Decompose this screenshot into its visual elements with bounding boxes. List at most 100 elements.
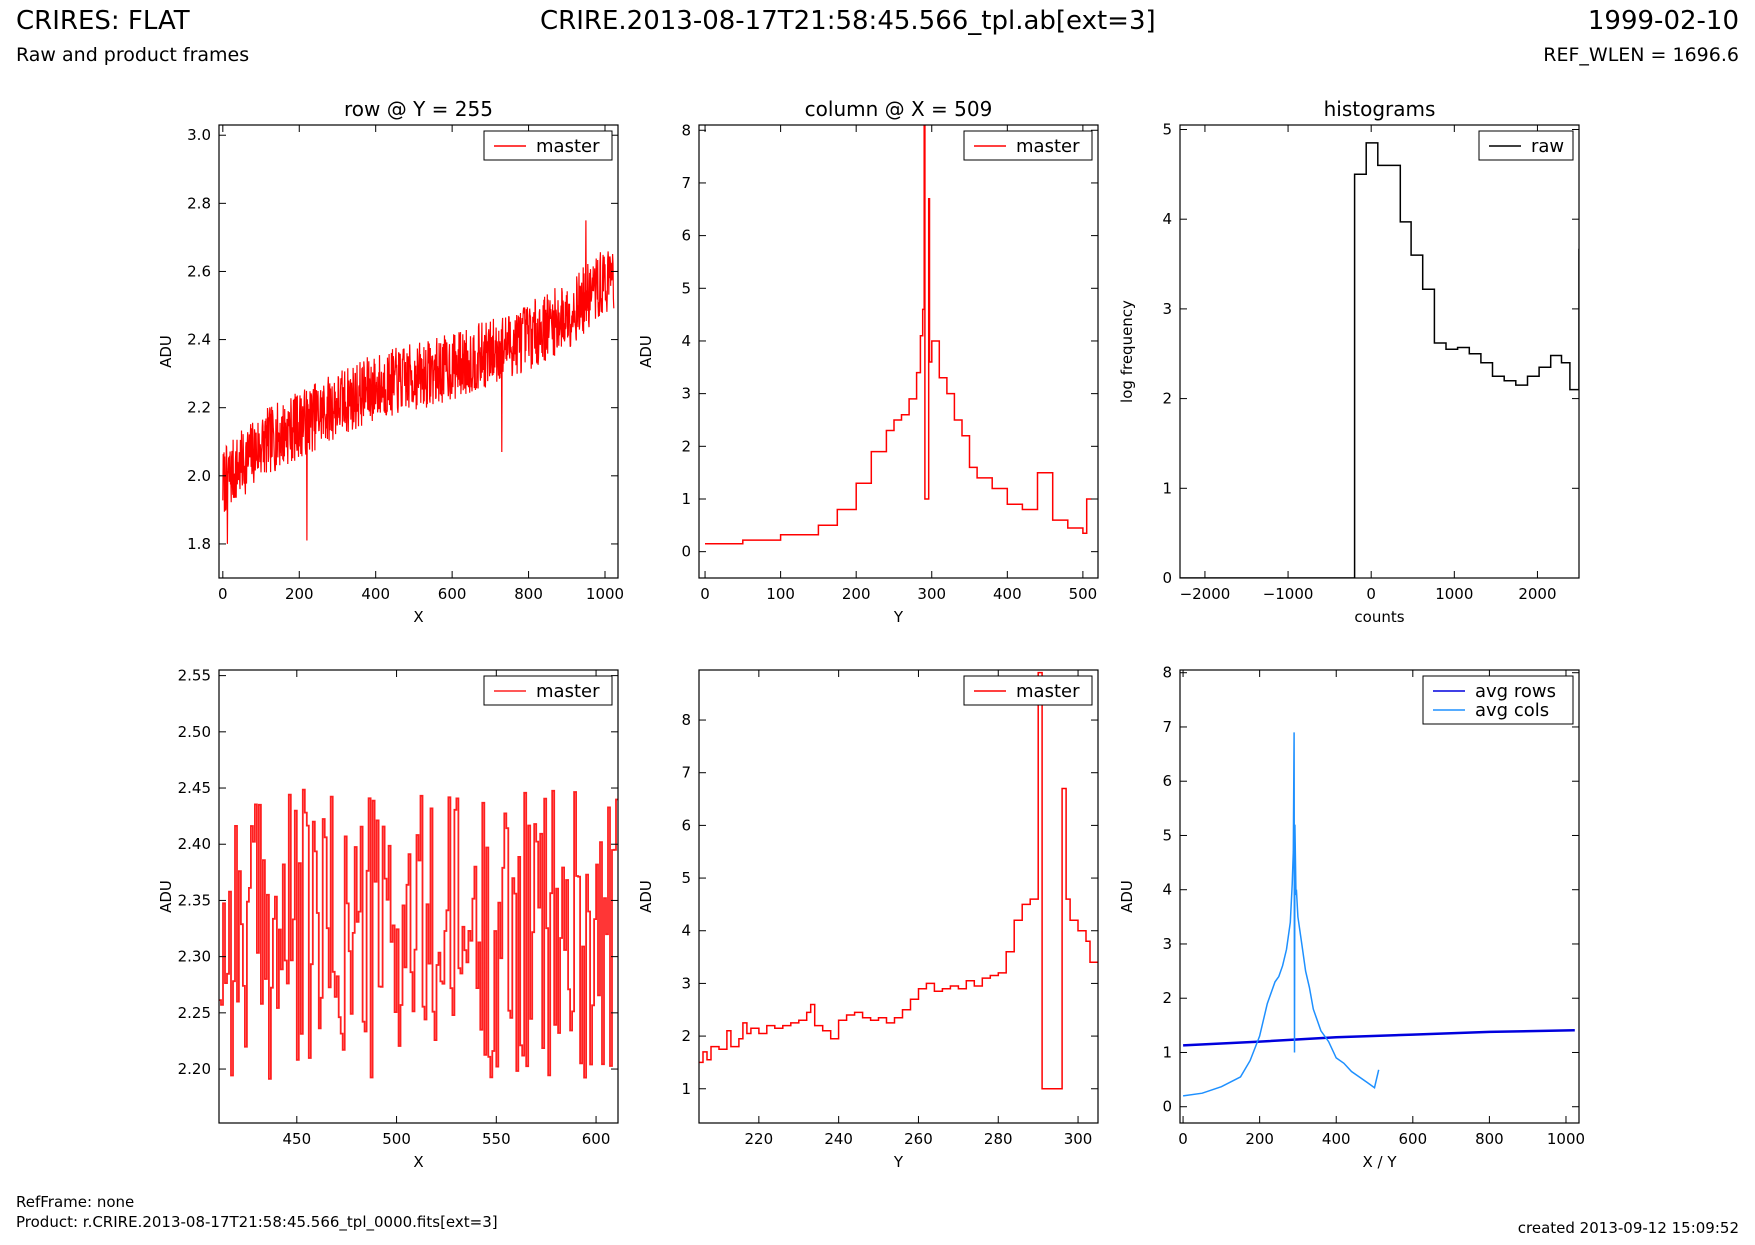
legend-label: master (536, 136, 600, 157)
y-tick-label: 2.25 (178, 1004, 211, 1022)
y-tick-label: 6 (681, 816, 691, 834)
y-axis-label: ADU (157, 880, 175, 913)
y-tick-label: 8 (681, 711, 691, 729)
axes-frame (698, 124, 1099, 579)
panel-title: histograms (1324, 97, 1436, 121)
y-axis-label: log frequency (1118, 300, 1136, 403)
y-tick-label: 0 (1162, 1098, 1172, 1116)
figure-subtitle: Raw and product frames (16, 44, 250, 66)
y-tick-label: 6 (681, 227, 691, 245)
x-tick-label: 0 (1178, 1130, 1188, 1148)
x-tick-label: 200 (842, 585, 871, 603)
product-label: Product: r.CRIRE.2013-08-17T21:58:45.566… (16, 1213, 498, 1231)
legend-label: master (1016, 681, 1080, 702)
y-tick-label: 3 (681, 385, 691, 403)
y-tick-label: 1 (1162, 479, 1172, 497)
y-tick-label: 2.0 (187, 467, 211, 485)
y-tick-label: 4 (1162, 881, 1172, 899)
x-axis-label: X / Y (1362, 1153, 1397, 1171)
series-line-master (222, 220, 615, 544)
x-tick-label: 500 (1069, 585, 1098, 603)
legend: raw (1478, 130, 1574, 161)
x-tick-label: 600 (1398, 1130, 1427, 1148)
plot-area (699, 671, 1098, 1090)
axes-frame (1179, 124, 1580, 579)
x-tick-label: −2000 (1180, 585, 1231, 603)
x-tick-label: 220 (745, 1130, 774, 1148)
y-tick-label: 8 (681, 121, 691, 139)
panel-title: row @ Y = 255 (344, 97, 493, 121)
y-tick-label: 7 (681, 174, 691, 192)
x-axis-label: X (413, 608, 423, 626)
x-tick-label: 450 (282, 1130, 311, 1148)
y-tick-label: 1 (1162, 1043, 1172, 1061)
panel-row_zoom: 450 500 550 600 2.20 2.25 2.30 2.35 2.40 2.45 2.50… (157, 667, 619, 1171)
legend: master (963, 130, 1093, 161)
series-line-master (705, 125, 1092, 545)
y-tick-label: 5 (681, 869, 691, 887)
legend-box (963, 675, 1093, 706)
x-tick-label: 100 (766, 585, 795, 603)
y-axis-label: ADU (157, 335, 175, 368)
ref-wlen-label: REF_WLEN = 1696.6 (1543, 44, 1739, 66)
y-tick-label: 2.20 (178, 1060, 211, 1078)
y-tick-label: 0 (1162, 569, 1172, 587)
y-tick-label: 6 (1162, 772, 1172, 790)
series-line-master (699, 671, 1098, 1090)
y-tick-label: 2.55 (178, 667, 211, 685)
panel-row: 0 200 400 600 800 1000 1.8 2.0 2.2 2.4 2.6 2.8 3.0 X A… (157, 97, 624, 626)
axes-frame (218, 124, 619, 579)
y-tick-label: 1 (681, 1080, 691, 1098)
legend: master (963, 675, 1093, 706)
y-tick-label: 5 (1162, 120, 1172, 138)
y-tick-label: 2.35 (178, 891, 211, 909)
panel-column_zoom: 220 240 260 280 300 1 2 3 4 5 6 7 8 Y ADU master (637, 669, 1099, 1171)
x-tick-label: 0 (1366, 585, 1376, 603)
x-tick-label: 2000 (1518, 585, 1556, 603)
legend: master (483, 130, 613, 161)
panel-hist: −2000 −1000 0 1000 2000 0 1 2 3 4 5 counts log frequ… (1118, 97, 1580, 626)
y-tick-label: 4 (681, 922, 691, 940)
y-tick-label: 4 (681, 332, 691, 350)
x-tick-label: 1000 (586, 585, 624, 603)
plot-area (1180, 142, 1579, 578)
x-axis-label: Y (893, 1153, 904, 1171)
y-axis-label: ADU (1118, 880, 1136, 913)
y-tick-label: 3 (1162, 935, 1172, 953)
y-tick-label: 1.8 (187, 535, 211, 553)
file-title: CRIRE.2013-08-17T21:58:45.566_tpl.ab[ext… (540, 6, 1156, 36)
plot-area (219, 788, 618, 1080)
y-tick-label: 3 (1162, 300, 1172, 318)
x-tick-label: 600 (438, 585, 467, 603)
x-tick-label: 260 (904, 1130, 933, 1148)
y-tick-label: 2 (1162, 989, 1172, 1007)
plot-area (705, 125, 1092, 545)
y-axis-label: ADU (637, 335, 655, 368)
y-tick-label: 2.30 (178, 948, 211, 966)
axes-frame (218, 669, 619, 1124)
x-tick-label: 550 (482, 1130, 511, 1148)
x-axis-label: X (413, 1153, 423, 1171)
y-tick-label: 5 (681, 279, 691, 297)
y-tick-label: 3.0 (187, 126, 211, 144)
legend-label: raw (1531, 136, 1564, 157)
x-tick-label: −1000 (1263, 585, 1314, 603)
created-label: created 2013-09-12 15:09:52 (1517, 1219, 1739, 1237)
x-tick-label: 200 (1245, 1130, 1274, 1148)
y-tick-label: 2.2 (187, 399, 211, 417)
x-tick-label: 0 (700, 585, 710, 603)
series-line-master (219, 788, 618, 1080)
y-tick-label: 2.8 (187, 194, 211, 212)
x-tick-label: 300 (917, 585, 946, 603)
x-tick-label: 400 (993, 585, 1022, 603)
x-tick-label: 0 (218, 585, 228, 603)
legend-label: avg cols (1475, 700, 1549, 721)
y-tick-label: 4 (1162, 210, 1172, 228)
panel-column: 0 100 200 300 400 500 0 1 2 3 4 5 6 7 8 Y ADU column @ X … (637, 97, 1099, 626)
y-tick-label: 2.50 (178, 723, 211, 741)
x-axis-label: Y (893, 608, 904, 626)
plot-area (222, 220, 615, 544)
x-tick-label: 280 (984, 1130, 1013, 1148)
y-tick-label: 2.4 (187, 331, 211, 349)
panel-title: column @ X = 509 (805, 97, 993, 121)
